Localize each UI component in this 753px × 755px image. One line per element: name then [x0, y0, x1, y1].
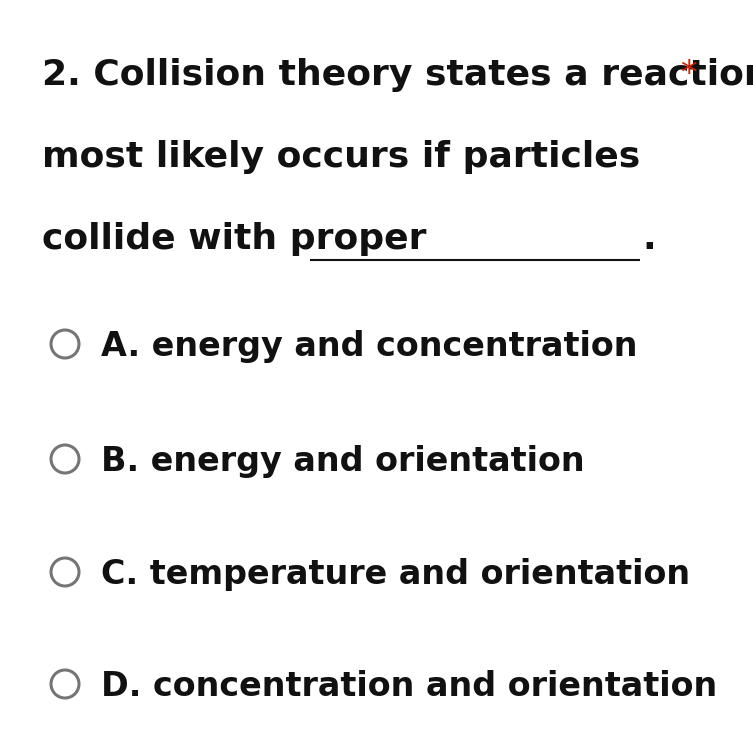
Circle shape [51, 670, 79, 698]
Text: C. temperature and orientation: C. temperature and orientation [101, 558, 691, 591]
Text: B. energy and orientation: B. energy and orientation [101, 445, 584, 478]
Text: most likely occurs if particles: most likely occurs if particles [42, 140, 640, 174]
Text: 2. Collision theory states a reaction: 2. Collision theory states a reaction [42, 58, 753, 92]
Circle shape [51, 558, 79, 586]
Text: *: * [680, 58, 697, 91]
Text: .: . [642, 222, 656, 256]
Text: collide with proper: collide with proper [42, 222, 426, 256]
Text: A. energy and concentration: A. energy and concentration [101, 330, 638, 363]
Circle shape [51, 445, 79, 473]
Text: D. concentration and orientation: D. concentration and orientation [101, 670, 718, 703]
Circle shape [51, 330, 79, 358]
